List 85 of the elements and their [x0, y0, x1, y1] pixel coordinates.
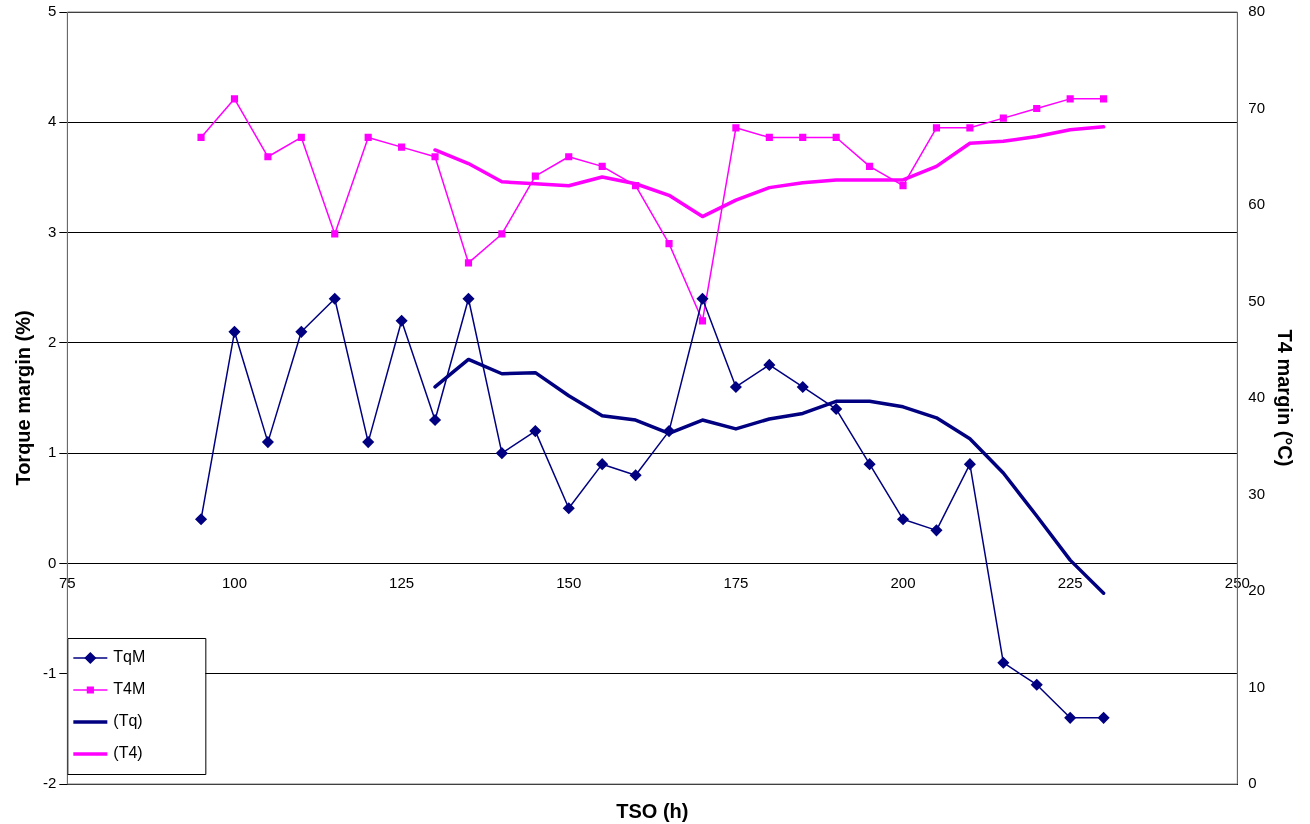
point: [1097, 712, 1110, 724]
y-tick-label: -1: [42, 663, 57, 681]
point: [696, 292, 709, 305]
x-tick-label: 175: [723, 573, 749, 591]
point: [698, 317, 707, 325]
point: [398, 143, 406, 151]
point: [195, 513, 207, 526]
point: [598, 162, 606, 170]
y-axis-title: Torque margin (%): [11, 310, 34, 486]
point: [632, 182, 640, 190]
point: [462, 292, 475, 305]
y-tick-label: 4: [47, 112, 57, 130]
point: [663, 425, 675, 437]
y-tick-label: 1: [47, 443, 57, 461]
point: [763, 359, 776, 371]
point: [899, 182, 907, 190]
point: [498, 230, 506, 238]
point: [866, 162, 874, 170]
point: [629, 469, 642, 481]
point: [964, 458, 976, 470]
x-axis-title: TSO (h): [616, 799, 689, 822]
point: [1031, 678, 1043, 691]
point: [529, 425, 542, 437]
point: [531, 172, 539, 180]
y-tick-label: 3: [47, 222, 57, 240]
point: [999, 114, 1007, 122]
point: [765, 133, 773, 142]
y2-tick-label: 60: [1248, 195, 1265, 213]
point: [1066, 95, 1074, 103]
point: [1100, 95, 1108, 103]
point: [395, 315, 408, 327]
point: [496, 447, 508, 459]
x-tick-label: 200: [890, 573, 916, 591]
x-tick-label: 100: [221, 573, 247, 591]
x-tick-label: 125: [389, 573, 415, 591]
y2-tick-label: 40: [1248, 388, 1265, 406]
point: [464, 259, 473, 267]
y2-tick-label: 30: [1248, 484, 1265, 502]
y2-axis-title: T4 margin (°C): [1274, 329, 1297, 467]
point: [431, 153, 439, 161]
point: [730, 381, 742, 393]
y2-tick-label: 70: [1248, 98, 1265, 116]
legend-label: TqM: [113, 648, 146, 666]
x-tick-label: 225: [1057, 573, 1083, 591]
point: [264, 153, 272, 161]
point: [563, 502, 575, 515]
y2-tick-label: 10: [1248, 677, 1265, 695]
point: [329, 292, 341, 305]
point: [863, 458, 876, 470]
point: [1064, 712, 1076, 724]
point: [665, 240, 673, 248]
point: [966, 124, 974, 132]
point: [331, 230, 339, 238]
x-tick-label: 150: [556, 573, 582, 591]
y-tick-label: 5: [47, 2, 57, 20]
point: [364, 133, 372, 142]
point: [230, 95, 239, 103]
point: [362, 436, 374, 448]
point: [1033, 104, 1041, 113]
point: [799, 133, 807, 142]
y2-tick-label: 80: [1248, 2, 1265, 20]
point: [297, 133, 305, 142]
point: [228, 326, 241, 338]
point: [565, 153, 573, 161]
point: [830, 403, 842, 415]
y2-tick-label: 50: [1248, 291, 1265, 309]
point: [932, 124, 941, 132]
legend-label: T4M: [113, 680, 146, 698]
point: [897, 513, 909, 526]
y-tick-label: -2: [42, 774, 57, 792]
point: [797, 381, 809, 393]
point: [732, 124, 740, 132]
point: [295, 326, 308, 338]
y2-tick-label: 0: [1248, 774, 1257, 792]
point: [596, 458, 608, 470]
point: [930, 524, 943, 537]
legend-label: (Tq): [113, 712, 143, 730]
point: [262, 436, 274, 448]
point: [832, 133, 840, 142]
point: [429, 414, 441, 426]
point: [197, 133, 205, 142]
y-tick-label: 2: [47, 333, 57, 350]
legend-label: (T4): [113, 744, 143, 762]
point: [997, 656, 1010, 669]
y-tick-label: 0: [47, 553, 57, 571]
